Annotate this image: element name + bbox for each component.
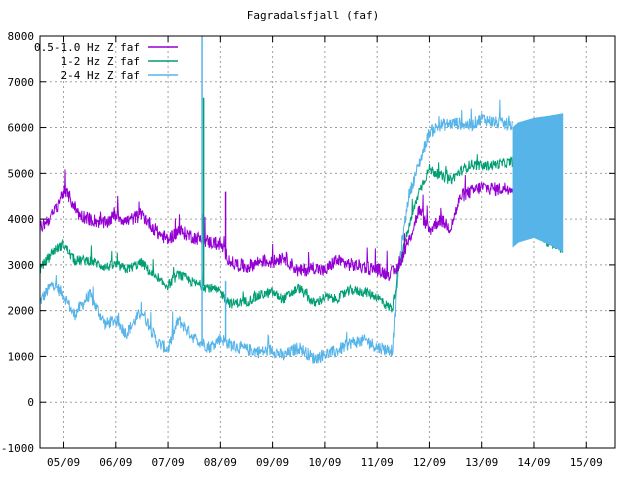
- chart-title: Fagradalsfjall (faf): [247, 9, 379, 22]
- series-line-2-4-hz-z-faf: [39, 99, 514, 364]
- x-tick-label: 12/09: [413, 456, 446, 469]
- legend-label-2-4-hz-z-faf: 2-4 Hz Z faf: [61, 69, 140, 82]
- axes: -1000 0 1000 2000 3000 4000 5000 6000 7000 8000 05…: [1, 30, 615, 469]
- band-2-4-hz-z-faf: [512, 113, 564, 252]
- legend-label-1-2-hz-z-faf: 1-2 Hz Z faf: [61, 55, 140, 68]
- y-tick-label: 1000: [8, 350, 35, 363]
- series-layer: [39, 36, 564, 364]
- x-tick-label: 10/09: [308, 456, 341, 469]
- y-tick-label: 4000: [8, 213, 35, 226]
- x-tick-label: 14/09: [517, 456, 550, 469]
- legend-label-0-5-1-0-hz-z-faf: 0.5-1.0 Hz Z faf: [34, 41, 140, 54]
- y-tick-label: 8000: [8, 30, 35, 43]
- y-tick-label: 5000: [8, 167, 35, 180]
- y-tick-label: 3000: [8, 259, 35, 272]
- y-tick-label: 2000: [8, 305, 35, 318]
- series-line-1-2-hz-z-faf: [39, 154, 564, 313]
- x-tick-label: 07/09: [152, 456, 185, 469]
- x-tick-label: 11/09: [361, 456, 394, 469]
- plot-frame: [39, 35, 616, 449]
- grid: [40, 36, 615, 448]
- y-tick-label: -1000: [1, 442, 34, 455]
- x-tick-label: 15/09: [570, 456, 603, 469]
- y-tick-label: 7000: [8, 76, 35, 89]
- y-tick-label: 6000: [8, 122, 35, 135]
- x-tick-label: 08/09: [204, 456, 237, 469]
- x-tick-label: 09/09: [256, 456, 289, 469]
- y-tick-label: 0: [27, 396, 34, 409]
- x-tick-label: 06/09: [99, 456, 132, 469]
- x-tick-label: 13/09: [465, 456, 498, 469]
- x-tick-label: 05/09: [47, 456, 80, 469]
- series-line-0-5-1-0-hz-z-faf: [39, 169, 514, 281]
